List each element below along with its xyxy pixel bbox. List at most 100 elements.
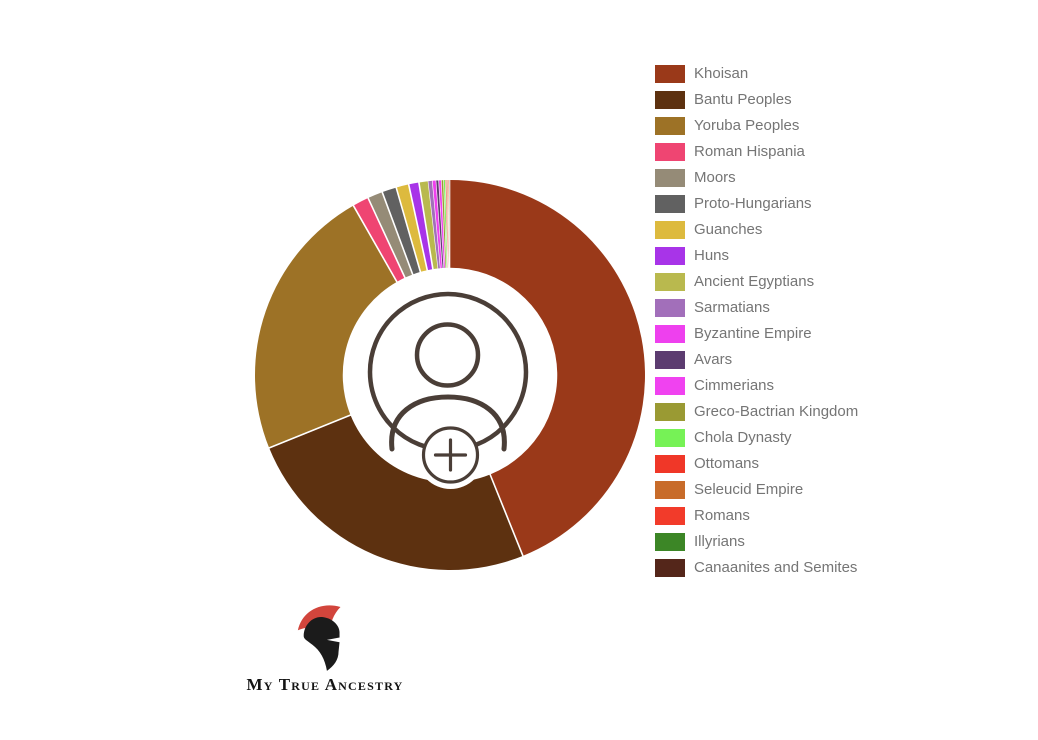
legend-label: Cimmerians	[694, 377, 775, 394]
slice-gap	[446, 179, 449, 269]
slice-sarmatians[interactable]	[427, 180, 441, 269]
slice-gap	[418, 181, 434, 270]
legend-item-guanches[interactable]: Guanches	[655, 221, 858, 239]
legend-item-moors[interactable]: Moors	[655, 169, 858, 187]
legend-item-chola-dynasty[interactable]: Chola Dynasty	[655, 429, 858, 447]
donut-slices	[255, 179, 645, 570]
slice-cimmerians[interactable]	[438, 180, 446, 268]
legend-label: Khoisan	[694, 65, 749, 82]
slice-gap	[435, 179, 443, 269]
legend-item-canaanites-and-semites[interactable]: Canaanites and Semites	[655, 559, 858, 577]
legend-item-byzantine-empire[interactable]: Byzantine Empire	[655, 325, 858, 343]
legend-label: Yoruba Peoples	[694, 117, 800, 134]
chart-legend: Khoisan Bantu Peoples Yoruba Peoples Roman …	[655, 65, 858, 585]
legend-label: Guanches	[694, 221, 763, 238]
legend-item-cimmerians[interactable]: Cimmerians	[655, 377, 858, 395]
slice-moors[interactable]	[368, 192, 413, 278]
add-profile-button[interactable]	[367, 291, 529, 484]
slice-bantu-peoples[interactable]	[269, 415, 523, 570]
legend-swatch	[655, 65, 685, 83]
legend-item-yoruba-peoples[interactable]: Yoruba Peoples	[655, 117, 858, 135]
slice-gap	[268, 414, 352, 449]
legend-label: Romans	[694, 507, 750, 524]
legend-swatch	[655, 429, 685, 447]
donut-chart-svg	[255, 179, 645, 570]
helmet-body	[303, 616, 340, 671]
slice-khoisan[interactable]	[450, 180, 645, 556]
avatar-head-icon	[414, 322, 481, 388]
plus-icon	[433, 438, 468, 472]
slice-gap	[431, 180, 441, 269]
slice-gap	[381, 191, 414, 276]
legend-swatch	[655, 533, 685, 551]
legend-swatch	[655, 377, 685, 395]
legend-label: Roman Hispania	[694, 143, 805, 160]
legend-item-greco-bactrian-kingdom[interactable]: Greco-Bactrian Kingdom	[655, 403, 858, 421]
slice-yoruba-peoples[interactable]	[255, 205, 397, 448]
slice-guanches[interactable]	[396, 184, 428, 272]
slice-gap	[489, 473, 524, 557]
slice-roman-hispania[interactable]	[353, 198, 405, 282]
slice-byzantine-empire[interactable]	[432, 180, 443, 269]
legend-label: Avars	[694, 351, 733, 368]
slice-proto-hungarians[interactable]	[382, 187, 421, 275]
legend-swatch	[655, 273, 685, 291]
legend-item-sarmatians[interactable]: Sarmatians	[655, 299, 858, 317]
legend-item-ottomans[interactable]: Ottomans	[655, 455, 858, 473]
legend-swatch	[655, 481, 685, 499]
legend-swatch	[655, 455, 685, 473]
legend-label: Sarmatians	[694, 299, 770, 316]
slice-gap	[395, 186, 422, 273]
spartan-helmet-icon	[297, 605, 341, 671]
legend-label: Bantu Peoples	[694, 91, 792, 108]
legend-swatch	[655, 559, 685, 577]
ancestry-donut-chart	[250, 175, 650, 575]
legend-item-bantu-peoples[interactable]: Bantu Peoples	[655, 91, 858, 109]
legend-item-romans[interactable]: Romans	[655, 507, 858, 525]
legend-label: Illyrians	[694, 533, 745, 550]
slice-gap	[448, 179, 450, 269]
slice-gap	[443, 179, 447, 269]
mytrueancestry-logo: My True Ancestry	[240, 600, 410, 695]
legend-label: Greco-Bactrian Kingdom	[694, 403, 859, 420]
slice-gap	[440, 179, 446, 269]
legend-item-proto-hungarians[interactable]: Proto-Hungarians	[655, 195, 858, 213]
legend-swatch	[655, 117, 685, 135]
legend-label: Huns	[694, 247, 730, 264]
slice-huns[interactable]	[408, 182, 433, 271]
legend-swatch	[655, 507, 685, 525]
legend-label: Proto-Hungarians	[694, 195, 812, 212]
legend-swatch	[655, 221, 685, 239]
legend-item-ancient-egyptians[interactable]: Ancient Egyptians	[655, 273, 858, 291]
slice-gap	[438, 179, 445, 269]
legend-swatch	[655, 299, 685, 317]
legend-label: Byzantine Empire	[694, 325, 812, 342]
logo-text: My True Ancestry	[246, 675, 404, 694]
legend-item-avars[interactable]: Avars	[655, 351, 858, 369]
slice-gap	[445, 179, 448, 269]
slice-gap	[407, 183, 429, 271]
legend-swatch	[655, 403, 685, 421]
slice-ancient-egyptians[interactable]	[418, 181, 438, 270]
legend-swatch	[655, 325, 685, 343]
legend-item-khoisan[interactable]: Khoisan	[655, 65, 858, 83]
slice-gap	[367, 197, 406, 279]
legend-item-seleucid-empire[interactable]: Seleucid Empire	[655, 481, 858, 499]
legend-swatch	[655, 91, 685, 109]
slice-gap-lines	[268, 179, 524, 557]
slice-gap	[447, 179, 450, 269]
legend-item-illyrians[interactable]: Illyrians	[655, 533, 858, 551]
legend-label: Ottomans	[694, 455, 760, 472]
legend-swatch	[655, 247, 685, 265]
legend-swatch	[655, 169, 685, 187]
slice-avars[interactable]	[435, 180, 444, 269]
legend-label: Seleucid Empire	[694, 481, 804, 498]
slice-gap	[427, 180, 439, 269]
legend-item-huns[interactable]: Huns	[655, 247, 858, 265]
legend-swatch	[655, 143, 685, 161]
legend-item-roman-hispania[interactable]: Roman Hispania	[655, 143, 858, 161]
slice-gap	[352, 204, 398, 283]
legend-label: Ancient Egyptians	[694, 273, 815, 290]
slice-greco-bactrian-kingdom[interactable]	[441, 180, 447, 268]
